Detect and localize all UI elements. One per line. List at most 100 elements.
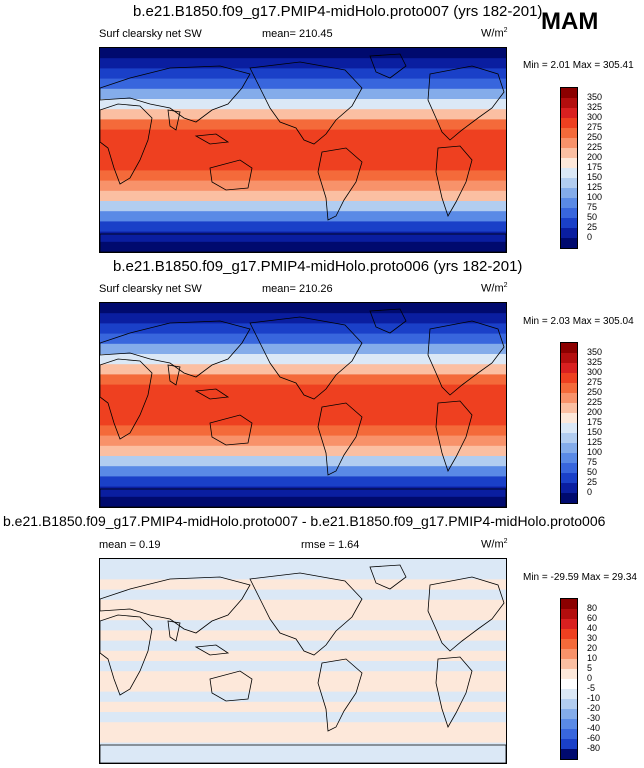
colorbar-swatch xyxy=(561,393,577,403)
colorbar-tick-label: 40 xyxy=(587,623,598,633)
zonal-band xyxy=(100,333,506,345)
colorbar-swatch xyxy=(561,373,577,383)
coastline-path xyxy=(100,65,251,123)
panel1-colorbar xyxy=(560,87,578,249)
zonal-band xyxy=(100,579,506,591)
colorbar-tick-label: 80 xyxy=(587,603,598,613)
coastline-path xyxy=(369,53,407,79)
zonal-band xyxy=(100,364,506,375)
colorbar-swatch xyxy=(561,228,577,238)
colorbar-swatch xyxy=(561,108,577,118)
zonal-band xyxy=(100,109,506,120)
zonal-band xyxy=(100,313,506,324)
colorbar-swatch xyxy=(561,208,577,218)
colorbar-tick-label: 60 xyxy=(587,613,598,623)
zonal-band xyxy=(100,496,506,507)
zonal-band xyxy=(100,374,506,386)
zonal-band xyxy=(100,354,506,365)
colorbar-swatch xyxy=(561,363,577,373)
colorbar-swatch xyxy=(561,168,577,178)
colorbar-swatch xyxy=(561,413,577,423)
coastline-path xyxy=(167,364,181,386)
coastline-path xyxy=(100,320,251,378)
zonal-band xyxy=(100,201,506,212)
coastline-path xyxy=(209,670,253,702)
colorbar-tick-label: 10 xyxy=(587,653,598,663)
zonal-band xyxy=(100,671,506,682)
colorbar-tick-label: 100 xyxy=(587,192,603,202)
colorbar-tick-label: 0 xyxy=(587,487,593,497)
colorbar-tick-label: 275 xyxy=(587,377,603,387)
colorbar-swatch xyxy=(561,403,577,413)
colorbar-swatch xyxy=(561,739,577,749)
zonal-band xyxy=(100,599,506,611)
coastline-path xyxy=(209,414,253,446)
colorbar-swatch xyxy=(561,669,577,679)
zonal-band xyxy=(100,343,506,355)
coastline-path xyxy=(369,564,407,590)
coastlines xyxy=(100,564,506,763)
coastline-path xyxy=(100,488,506,507)
zonal-band xyxy=(100,486,506,498)
colorbar-swatch xyxy=(561,353,577,363)
zonal-band xyxy=(100,640,506,652)
colorbar-tick-label: 225 xyxy=(587,397,603,407)
zonal-band xyxy=(100,129,506,141)
panel2-map xyxy=(99,302,507,508)
zonal-band xyxy=(100,170,506,182)
colorbar-swatch xyxy=(561,178,577,188)
colorbar-swatch xyxy=(561,719,577,729)
colorbar-swatch xyxy=(561,649,577,659)
colorbar-swatch xyxy=(561,218,577,228)
zonal-band xyxy=(100,476,506,488)
colorbar-tick-label: 75 xyxy=(587,457,598,467)
colorbar-swatch xyxy=(561,749,577,759)
coastline-path xyxy=(435,400,473,472)
zonal-band xyxy=(100,435,506,447)
zonal-band xyxy=(100,752,506,763)
panel2-title: b.e21.B1850.f09_g17.PMIP4-midHolo.proto0… xyxy=(113,258,523,275)
colorbar-swatch xyxy=(561,138,577,148)
colorbar-tick-label: -80 xyxy=(587,743,601,753)
zonal-band xyxy=(100,58,506,69)
coastline-path xyxy=(317,402,363,476)
season-label: MAM xyxy=(541,8,599,35)
colorbar-swatch xyxy=(561,639,577,649)
colorbar-swatch xyxy=(561,128,577,138)
colorbar-swatch xyxy=(561,238,577,248)
coastline-path xyxy=(427,320,505,396)
zonal-band xyxy=(100,78,506,90)
coastline-path xyxy=(249,316,363,400)
coastline-path xyxy=(209,159,253,191)
colorbar-swatch xyxy=(561,88,577,98)
colorbar-tick-label: 125 xyxy=(587,182,603,192)
zonal-band xyxy=(100,139,506,151)
colorbar-tick-label: -20 xyxy=(587,703,601,713)
panel1-map xyxy=(99,47,507,253)
coastline-path xyxy=(100,233,506,252)
colorbar-tick-label: 0 xyxy=(587,673,593,683)
zonal-band xyxy=(100,384,506,396)
zonal-band xyxy=(100,742,506,754)
panel2-units: W/m2 xyxy=(481,282,508,295)
colorbar-swatch xyxy=(561,699,577,709)
panel3-colorbar-ticks: 80 60 40 30 20 10 5 0 -5 -10 -20 -30 -40 -60 -80 xyxy=(587,598,627,758)
zonal-band xyxy=(100,160,506,171)
colorbar-tick-label: 75 xyxy=(587,202,598,212)
colorbar-tick-label: 5 xyxy=(587,663,593,673)
colorbar-swatch xyxy=(561,659,577,669)
colorbar-tick-label: 325 xyxy=(587,357,603,367)
colorbar-swatch xyxy=(561,443,577,453)
coastline-path xyxy=(167,620,181,642)
colorbar-tick-label: 30 xyxy=(587,633,598,643)
zonal-band xyxy=(100,559,506,570)
coastline-path xyxy=(249,61,363,145)
colorbar-tick-label: 250 xyxy=(587,387,603,397)
colorbar-tick-label: 20 xyxy=(587,643,598,653)
zonal-band xyxy=(100,661,506,672)
coastline-path xyxy=(317,658,363,732)
zonal-band xyxy=(100,630,506,642)
colorbar-tick-label: 125 xyxy=(587,437,603,447)
colorbar-tick-label: 175 xyxy=(587,417,603,427)
coastline-path xyxy=(194,133,230,145)
